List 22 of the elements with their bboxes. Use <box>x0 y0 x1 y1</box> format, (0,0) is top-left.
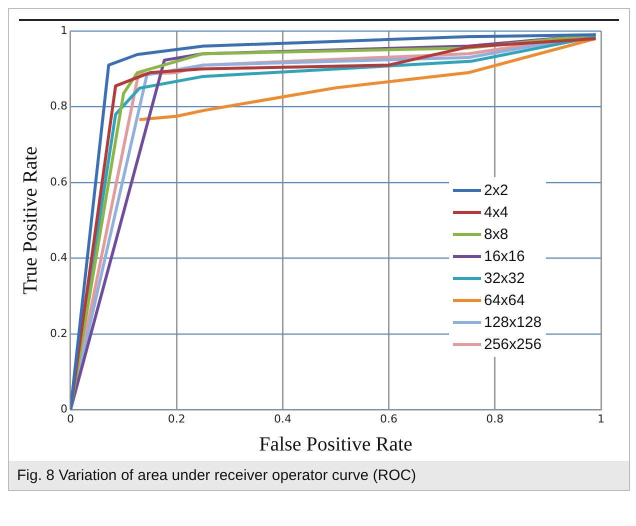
y-tick-label: 0.4 <box>50 251 68 264</box>
x-tick-label: 0.2 <box>168 412 186 426</box>
y-axis-title: True Positive Rate <box>19 146 42 294</box>
y-tick-label: 1 <box>60 24 68 37</box>
legend-label: 64x64 <box>484 292 525 308</box>
legend-label: 8x8 <box>484 226 508 242</box>
x-tick-label: 0.8 <box>486 412 504 426</box>
y-tick-label: 0 <box>60 402 68 416</box>
y-tick-label: 0.2 <box>50 326 68 340</box>
legend-label: 2x2 <box>484 182 508 198</box>
caption: Fig. 8 Variation of area under receiver operator curve (ROC) <box>9 461 629 490</box>
x-tick-label: 0.4 <box>274 412 292 426</box>
x-tick-label: 1 <box>598 412 604 426</box>
x-tick-label: 0.6 <box>380 412 398 426</box>
legend-label: 16x16 <box>484 248 525 264</box>
y-tick-label: 0.6 <box>50 175 68 188</box>
x-axis-title: False Positive Rate <box>259 433 413 456</box>
legend-label: 32x32 <box>484 270 525 286</box>
legend-label: 4x4 <box>484 204 508 220</box>
legend-label: 128x128 <box>484 314 542 330</box>
legend-label: 256x256 <box>484 336 542 352</box>
y-tick-label: 0.8 <box>50 100 68 113</box>
